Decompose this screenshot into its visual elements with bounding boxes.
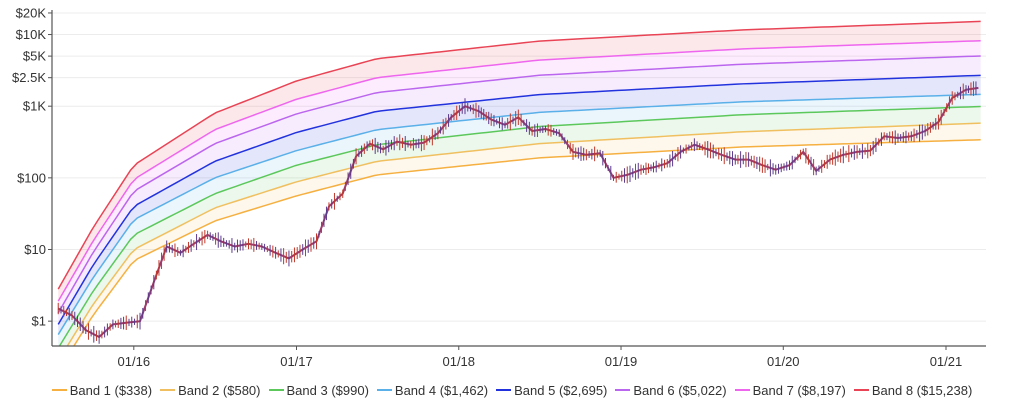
legend-item[interactable]: Band 2 ($580) <box>160 382 261 398</box>
legend-item[interactable]: Band 5 ($2,695) <box>496 383 607 398</box>
band-fill-layer <box>58 21 981 346</box>
legend-swatch <box>160 389 176 391</box>
legend-label: Band 4 ($1,462) <box>394 382 489 398</box>
legend-item[interactable]: Band 8 ($15,238) <box>853 382 973 398</box>
band-line-layer <box>57 20 981 346</box>
band-line <box>58 105 981 346</box>
y-tick-label: $10K <box>16 27 47 42</box>
legend-swatch <box>734 389 750 391</box>
y-tick-label: $2.5K <box>12 70 46 85</box>
legend-label: Band 6 ($5,022) <box>633 382 727 398</box>
x-tick-label: 01/19 <box>605 354 638 369</box>
y-tick-label: $10 <box>24 242 46 257</box>
legend-swatch <box>51 389 67 391</box>
x-tick-label: 01/18 <box>442 354 475 369</box>
legend-swatch <box>376 389 392 391</box>
legend-item[interactable]: Band 7 ($8,197) <box>734 382 846 398</box>
legend-label: Band 5 ($2,695) <box>514 382 608 398</box>
legend-swatch <box>615 389 631 391</box>
band-fill <box>58 75 981 335</box>
legend: Band 1 ($338) Band 2 ($580) Band 3 ($990) B… <box>0 378 1024 402</box>
x-tick-label: 01/16 <box>118 354 151 369</box>
legend-item[interactable]: Band 3 ($990) <box>268 382 369 398</box>
y-tick-label: $100 <box>17 170 46 185</box>
x-tick-label: 01/21 <box>930 354 963 369</box>
y-tick-label: $5K <box>23 49 46 64</box>
y-tick-label: $1K <box>23 99 46 114</box>
tick-layer: $1 $10 $100 $1K $2.5K $5K $10K $20K 01/16 01/17 01… <box>12 5 962 369</box>
legend-item[interactable]: Band 1 ($338) <box>51 382 153 398</box>
legend-item[interactable]: Band 4 ($1,462) <box>376 382 489 398</box>
band-line <box>57 74 981 325</box>
legend-swatch <box>853 389 869 391</box>
y-tick-label: $20K <box>16 5 47 20</box>
legend-label: Band 1 ($338) <box>69 382 153 398</box>
legend-swatch <box>496 389 512 391</box>
chart: $1 $10 $100 $1K $2.5K $5K $10K $20K 01/16 01/17 01… <box>12 5 986 369</box>
legend-label: Band 8 ($15,238) <box>871 382 973 398</box>
band-line <box>66 122 981 346</box>
band-fill <box>58 21 981 302</box>
band-line <box>57 55 981 314</box>
x-tick-label: 01/17 <box>280 354 313 369</box>
band-line <box>57 20 981 290</box>
legend-label: Band 2 ($580) <box>178 382 261 398</box>
band-fill <box>58 55 981 325</box>
y-tick-label: $1 <box>32 314 46 329</box>
band-fill <box>58 94 981 346</box>
legend-label: Band 7 ($8,197) <box>752 382 846 398</box>
band-line <box>57 39 981 302</box>
band-line <box>73 139 981 346</box>
band-fill <box>58 40 981 313</box>
band-line <box>57 93 981 335</box>
x-tick-label: 01/20 <box>767 354 800 369</box>
price-layer <box>57 81 979 344</box>
legend-label: Band 3 ($990) <box>286 382 369 398</box>
legend-item[interactable]: Band 6 ($5,022) <box>615 382 727 398</box>
legend-swatch <box>268 389 284 391</box>
